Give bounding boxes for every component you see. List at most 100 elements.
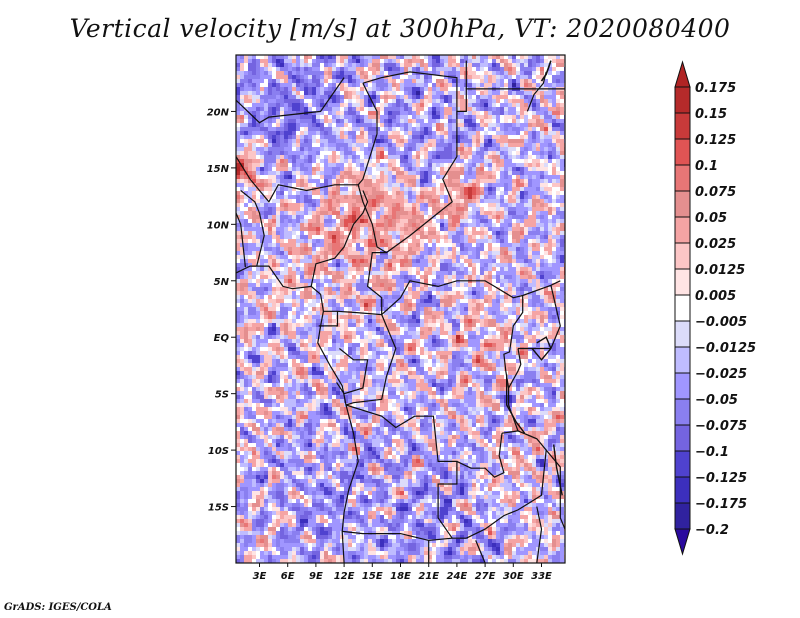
field-cell	[464, 219, 468, 223]
field-cell	[428, 187, 432, 191]
field-cell	[404, 283, 408, 287]
field-cell	[392, 219, 396, 223]
field-cell	[264, 123, 268, 127]
field-cell	[380, 87, 384, 91]
field-cell	[500, 211, 504, 215]
field-cell	[328, 187, 332, 191]
field-cell	[328, 131, 332, 135]
field-cell	[276, 63, 280, 67]
field-cell	[272, 207, 276, 211]
field-cell	[484, 255, 488, 259]
field-cell	[496, 187, 500, 191]
field-cell	[304, 83, 308, 87]
field-cell	[296, 211, 300, 215]
field-cell	[264, 167, 268, 171]
field-cell	[484, 275, 488, 279]
field-cell	[340, 159, 344, 163]
field-cell	[484, 99, 488, 103]
field-cell	[348, 143, 352, 147]
field-cell	[356, 127, 360, 131]
field-cell	[400, 91, 404, 95]
field-cell	[316, 251, 320, 255]
field-cell	[560, 215, 564, 219]
field-cell	[516, 71, 520, 75]
field-cell	[444, 255, 448, 259]
field-cell	[464, 179, 468, 183]
field-cell	[536, 67, 540, 71]
field-cell	[392, 143, 396, 147]
field-cell	[444, 127, 448, 131]
field-cell	[472, 255, 476, 259]
field-cell	[520, 63, 524, 67]
field-cell	[452, 143, 456, 147]
field-cell	[328, 115, 332, 119]
field-cell	[324, 143, 328, 147]
field-cell	[376, 147, 380, 151]
field-cell	[352, 139, 356, 143]
field-cell	[440, 259, 444, 263]
field-cell	[436, 199, 440, 203]
field-cell	[388, 127, 392, 131]
field-cell	[392, 255, 396, 259]
field-cell	[276, 67, 280, 71]
field-cell	[560, 123, 564, 127]
field-cell	[408, 187, 412, 191]
field-cell	[440, 127, 444, 131]
field-cell	[328, 227, 332, 231]
field-cell	[428, 67, 432, 71]
field-cell	[444, 87, 448, 91]
field-cell	[252, 207, 256, 211]
field-cell	[520, 151, 524, 155]
field-cell	[308, 235, 312, 239]
field-cell	[368, 147, 372, 151]
field-cell	[292, 167, 296, 171]
field-cell	[292, 243, 296, 247]
field-cell	[380, 127, 384, 131]
field-cell	[540, 95, 544, 99]
field-cell	[368, 251, 372, 255]
field-cell	[348, 167, 352, 171]
field-cell	[472, 111, 476, 115]
field-cell	[532, 231, 536, 235]
field-cell	[332, 211, 336, 215]
field-cell	[504, 223, 508, 227]
field-cell	[428, 123, 432, 127]
field-cell	[416, 207, 420, 211]
field-cell	[312, 135, 316, 139]
field-cell	[464, 131, 468, 135]
field-cell	[524, 115, 528, 119]
field-cell	[240, 151, 244, 155]
field-cell	[276, 227, 280, 231]
field-cell	[524, 75, 528, 79]
field-cell	[396, 199, 400, 203]
field-cell	[340, 267, 344, 271]
field-cell	[264, 107, 268, 111]
field-cell	[500, 263, 504, 267]
field-cell	[480, 79, 484, 83]
field-cell	[472, 283, 476, 287]
field-cell	[516, 119, 520, 123]
field-cell	[344, 211, 348, 215]
field-cell	[388, 131, 392, 135]
field-cell	[492, 199, 496, 203]
field-cell	[356, 79, 360, 83]
field-cell	[448, 235, 452, 239]
field-cell	[432, 107, 436, 111]
field-cell	[364, 287, 368, 291]
field-cell	[248, 135, 252, 139]
field-cell	[248, 171, 252, 175]
field-cell	[340, 187, 344, 191]
field-cell	[524, 199, 528, 203]
field-cell	[492, 167, 496, 171]
field-cell	[492, 283, 496, 287]
field-cell	[336, 243, 340, 247]
field-cell	[380, 231, 384, 235]
field-cell	[252, 111, 256, 115]
field-cell	[520, 247, 524, 251]
field-cell	[316, 171, 320, 175]
field-cell	[384, 55, 388, 59]
field-cell	[356, 243, 360, 247]
field-cell	[364, 199, 368, 203]
field-cell	[476, 227, 480, 231]
field-cell	[312, 247, 316, 251]
